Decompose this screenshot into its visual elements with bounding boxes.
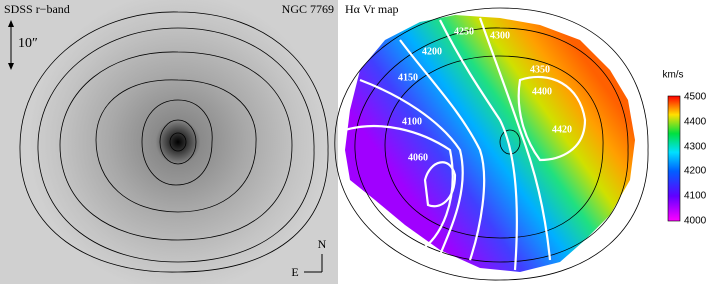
iso-velocity <box>399 39 486 261</box>
contour-label: 4350 <box>530 64 550 75</box>
sdss-panel: SDSS r−band NGC 7769 10″ N E <box>0 0 338 284</box>
iso-velocity <box>517 75 587 162</box>
iso-velocity <box>359 78 464 256</box>
colorbar-tick: 4400 <box>684 117 706 128</box>
contour-label: 4300 <box>490 30 510 41</box>
colorbar-unit: km/s <box>662 70 683 81</box>
scale-label: 10″ <box>18 36 38 51</box>
contour <box>95 79 257 213</box>
contour <box>37 27 315 263</box>
colorbar: km/s 4500 4400 4300 4200 4100 4000 <box>662 70 706 227</box>
object-name: NGC 7769 <box>282 2 334 16</box>
iso-velocity <box>439 19 518 271</box>
contour <box>499 129 521 155</box>
iso-velocity <box>344 124 454 251</box>
east-label: E <box>291 265 298 279</box>
contour <box>59 51 293 241</box>
band-label: SDSS r−band <box>4 2 70 16</box>
contour-label: 4150 <box>398 72 418 83</box>
contour <box>159 119 197 165</box>
map-label: Hα Vr map <box>345 2 399 16</box>
contour-label: 4100 <box>402 116 422 127</box>
contour <box>19 11 329 273</box>
velocity-panel: Hα Vr map 4250 4300 4200 4150 4350 4400 … <box>334 2 649 281</box>
colorbar-tick: 4100 <box>684 191 706 202</box>
colorbar-tick: 4200 <box>684 166 706 177</box>
contour <box>141 99 213 186</box>
contour-label: 4250 <box>454 26 474 37</box>
colorbar-tick: 4000 <box>684 216 706 227</box>
iso-velocity <box>423 161 457 208</box>
north-label: N <box>318 237 327 251</box>
colorbar-scale <box>667 95 681 222</box>
contour <box>354 27 629 263</box>
colorbar-tick: 4500 <box>684 92 706 103</box>
colorbar-tick: 4300 <box>684 142 706 153</box>
contour-label: 4200 <box>422 46 442 57</box>
contour <box>334 7 649 281</box>
compass <box>304 254 323 273</box>
sdss-image <box>0 0 338 284</box>
velocity-map <box>345 15 635 272</box>
contour-label: 4420 <box>552 124 572 135</box>
contour <box>169 132 187 152</box>
contour-label: 4060 <box>408 152 428 163</box>
contour <box>384 55 604 239</box>
iso-velocity <box>478 17 552 261</box>
contour-label: 4400 <box>532 86 552 97</box>
